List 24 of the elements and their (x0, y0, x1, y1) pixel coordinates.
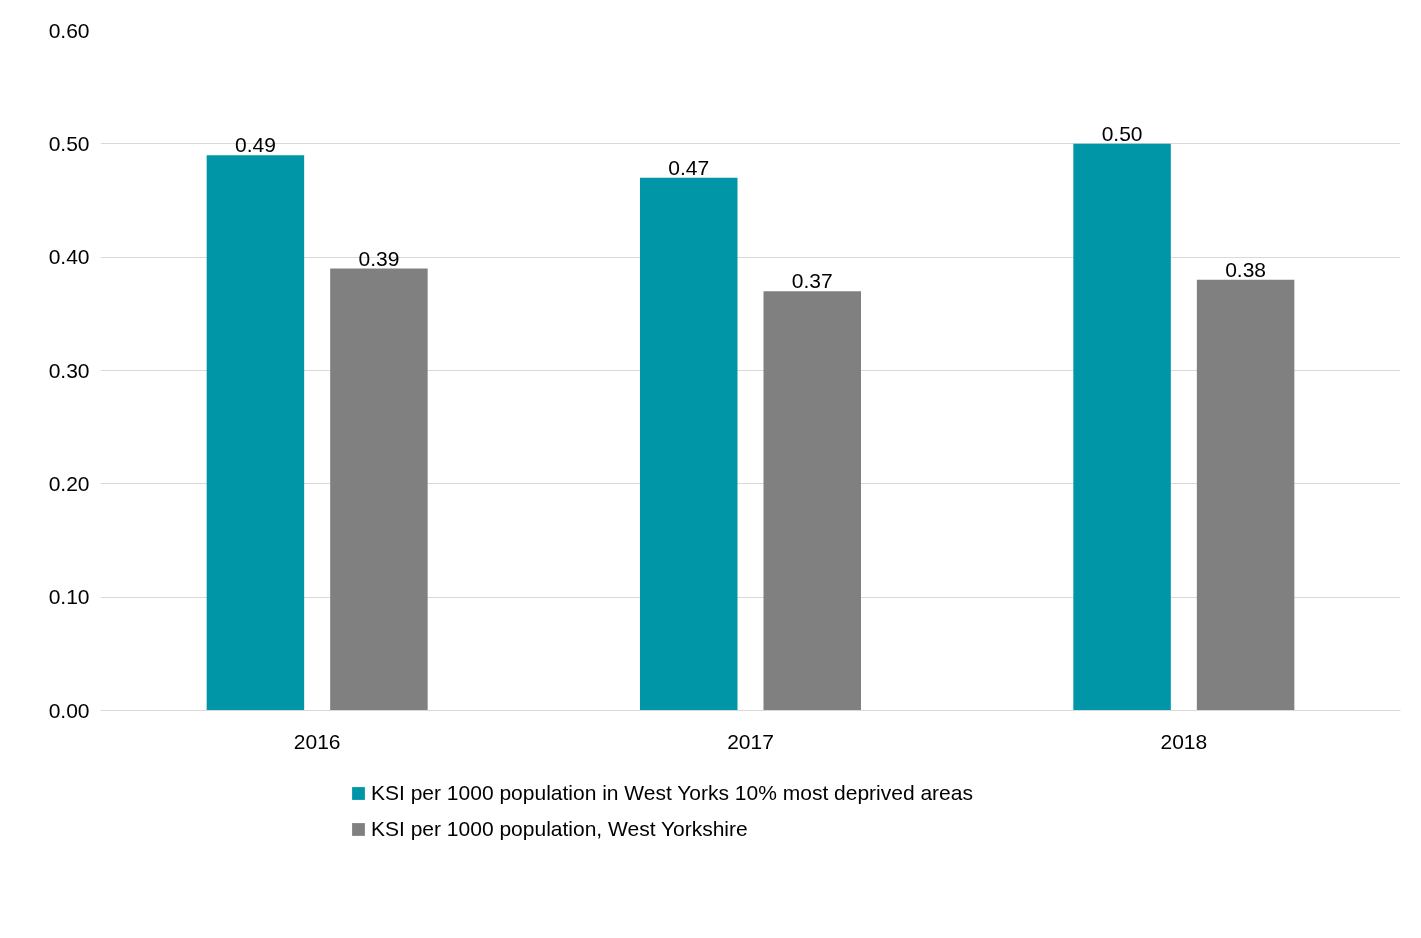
y-tick-label: 0.00 (48, 698, 90, 722)
bar (640, 177, 738, 711)
y-tick-label: 0.50 (48, 131, 90, 155)
data-label: 0.49 (234, 133, 276, 157)
data-label: 0.47 (668, 155, 710, 179)
y-tick-label: 0.20 (48, 471, 90, 495)
x-tick-label: 2018 (1160, 729, 1208, 753)
data-label: 0.50 (1101, 121, 1143, 145)
bar (763, 291, 861, 711)
data-label: 0.38 (1225, 257, 1267, 281)
bar (1196, 279, 1295, 711)
legend-label: KSI per 1000 population, West Yorkshire (371, 817, 748, 841)
y-tick-label: 0.10 (48, 585, 90, 609)
data-label: 0.37 (791, 269, 833, 293)
bar (206, 155, 305, 711)
data-label: 0.39 (358, 246, 400, 270)
bar (330, 268, 428, 711)
y-tick-label: 0.40 (48, 245, 90, 269)
y-tick-label: 0.30 (48, 358, 90, 382)
x-tick-label: 2016 (293, 729, 341, 753)
legend-label: KSI per 1000 population in West Yorks 10% most deprived areas (371, 781, 973, 805)
x-tick-label: 2017 (727, 729, 774, 753)
y-tick-label: 0.60 (48, 18, 90, 42)
bar (1073, 143, 1171, 711)
